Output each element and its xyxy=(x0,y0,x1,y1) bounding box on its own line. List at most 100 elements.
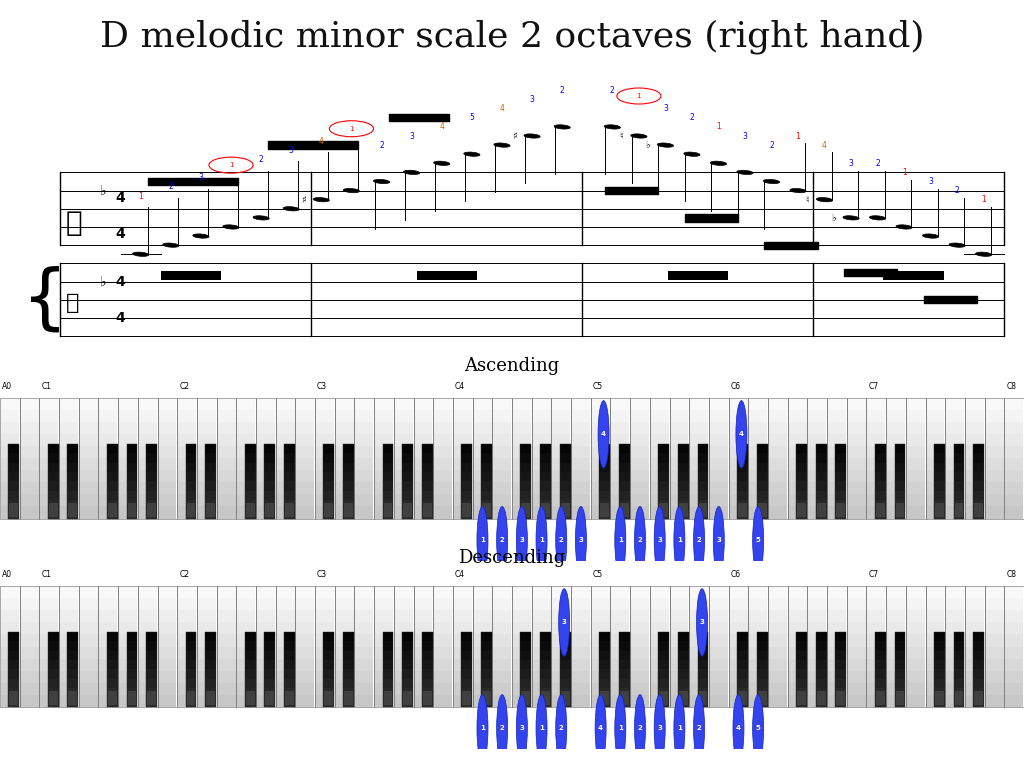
Bar xyxy=(315,634,334,647)
Bar xyxy=(49,691,57,706)
Bar xyxy=(422,462,433,472)
Bar xyxy=(257,470,274,482)
Bar xyxy=(816,632,826,707)
Bar xyxy=(1006,482,1023,495)
Bar xyxy=(808,658,826,670)
Bar xyxy=(520,679,531,688)
Bar xyxy=(796,444,807,518)
Bar xyxy=(276,399,295,410)
Bar xyxy=(927,622,944,634)
Bar xyxy=(631,634,649,647)
Bar xyxy=(658,444,669,518)
Bar xyxy=(336,670,353,683)
Bar xyxy=(461,632,472,707)
Bar xyxy=(336,482,353,495)
Bar xyxy=(422,509,433,518)
Bar xyxy=(560,491,570,500)
Bar xyxy=(973,670,984,679)
Bar xyxy=(198,470,216,482)
Bar xyxy=(295,398,315,518)
Bar xyxy=(512,587,531,707)
Circle shape xyxy=(693,507,705,574)
Bar xyxy=(473,470,492,482)
Bar xyxy=(8,641,19,650)
Bar xyxy=(257,482,274,495)
Bar xyxy=(520,472,531,482)
Bar xyxy=(808,399,826,410)
Bar xyxy=(592,507,609,518)
Bar xyxy=(631,507,649,518)
Bar xyxy=(237,398,256,518)
Bar xyxy=(796,482,807,491)
Bar xyxy=(729,598,748,611)
Bar xyxy=(757,491,768,500)
Bar xyxy=(757,632,768,707)
Bar xyxy=(788,634,807,647)
Bar xyxy=(257,611,274,622)
Bar xyxy=(99,422,118,435)
Bar xyxy=(887,495,905,507)
Bar xyxy=(671,482,688,495)
Bar xyxy=(966,634,984,647)
Bar xyxy=(238,587,255,598)
Bar xyxy=(867,482,886,495)
Bar xyxy=(611,422,630,435)
Bar xyxy=(481,444,492,518)
Bar xyxy=(205,444,216,518)
Bar xyxy=(159,470,176,482)
Bar xyxy=(927,446,944,458)
Bar xyxy=(749,587,768,707)
Bar xyxy=(80,694,97,707)
Bar xyxy=(927,587,944,598)
Bar xyxy=(934,650,945,660)
Bar xyxy=(816,670,826,679)
Bar xyxy=(68,500,78,509)
Bar xyxy=(264,632,275,641)
Bar xyxy=(415,634,432,647)
Text: 𝄞: 𝄞 xyxy=(66,210,82,237)
Bar xyxy=(217,611,236,622)
Bar xyxy=(119,658,137,670)
Bar xyxy=(887,399,905,410)
Bar xyxy=(953,500,965,509)
Bar xyxy=(679,691,688,706)
Bar xyxy=(238,435,255,446)
Bar xyxy=(671,683,688,694)
Bar xyxy=(1005,398,1024,518)
Bar xyxy=(618,453,630,462)
Text: C2: C2 xyxy=(179,382,189,391)
Bar xyxy=(473,398,493,518)
Bar xyxy=(796,509,807,518)
Bar xyxy=(146,482,157,491)
Bar xyxy=(973,444,984,518)
Bar xyxy=(611,598,630,611)
Bar xyxy=(185,444,197,518)
Bar xyxy=(671,611,688,622)
Bar xyxy=(887,598,905,611)
Bar xyxy=(402,462,413,472)
Bar xyxy=(678,697,689,707)
Bar xyxy=(473,399,492,410)
Bar xyxy=(394,658,413,670)
Bar xyxy=(343,650,354,660)
Bar xyxy=(836,462,846,472)
Bar xyxy=(768,398,787,518)
Bar xyxy=(571,647,590,658)
Text: 1: 1 xyxy=(677,725,682,731)
Bar xyxy=(494,422,511,435)
Bar xyxy=(178,422,197,435)
Bar xyxy=(945,587,965,707)
Bar xyxy=(434,495,453,507)
Bar xyxy=(848,611,865,622)
Bar xyxy=(985,398,1005,518)
Bar xyxy=(344,503,353,518)
Bar xyxy=(264,482,275,491)
Bar xyxy=(769,435,786,446)
Bar xyxy=(796,500,807,509)
Bar xyxy=(827,683,846,694)
Bar xyxy=(296,622,314,634)
Bar xyxy=(481,697,492,707)
Bar xyxy=(769,507,786,518)
Bar xyxy=(494,670,511,683)
Bar xyxy=(540,444,551,453)
